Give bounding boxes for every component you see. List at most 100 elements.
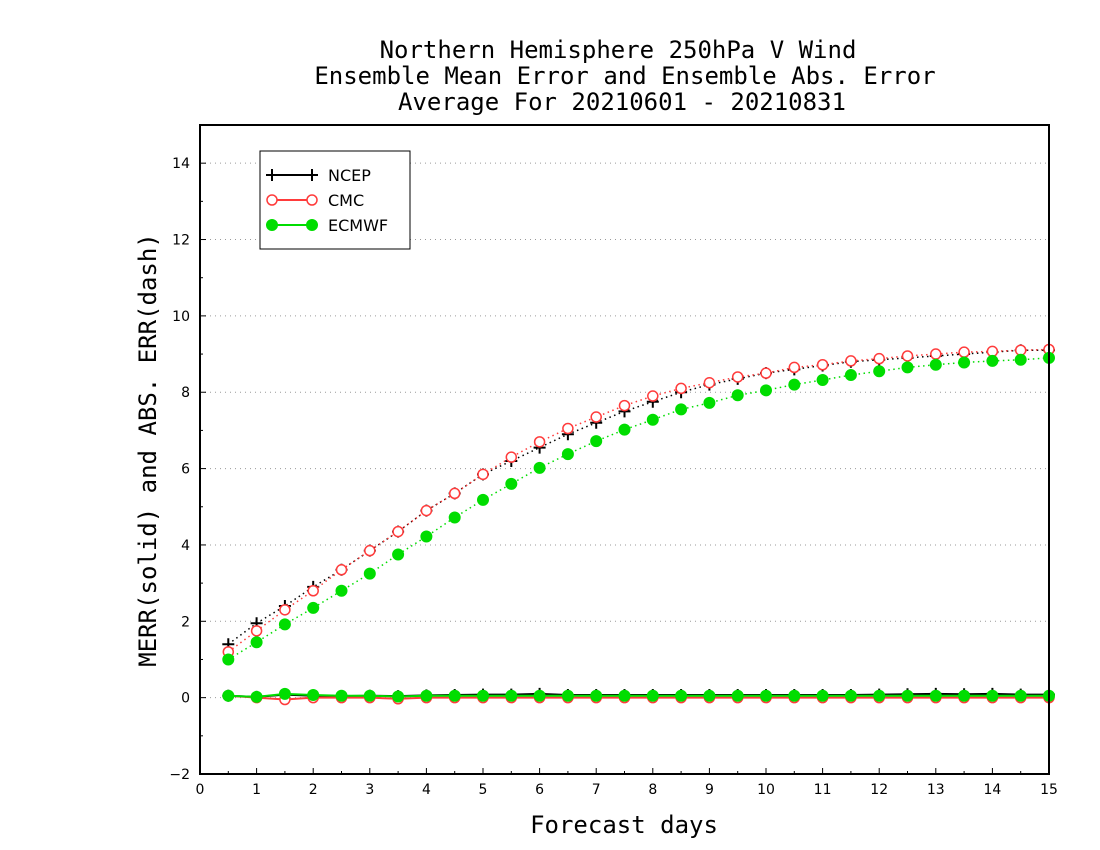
legend-marker-ncep xyxy=(266,169,278,181)
ecmwf-merr-point xyxy=(448,689,461,702)
ecmwf-merr-point xyxy=(222,689,235,702)
ecmwf-merr-point xyxy=(561,689,574,702)
x-tick-label: 8 xyxy=(648,782,657,798)
cmc-abs-err-point xyxy=(279,604,291,616)
series-ecmwf xyxy=(222,351,1055,703)
x-tick-label: 9 xyxy=(705,782,714,798)
ecmwf-abs-err-point xyxy=(533,461,546,474)
x-tick-label: 3 xyxy=(365,782,374,798)
y-axis: −2 0 2 4 6 8 10 12 14 xyxy=(169,156,206,783)
ecmwf-abs-err-point xyxy=(448,511,461,524)
legend-marker-cmc xyxy=(306,194,318,206)
ecmwf-abs-err-line xyxy=(227,357,1050,661)
cmc-abs-err-point xyxy=(986,345,999,358)
ecmwf-abs-err-point xyxy=(844,369,857,382)
ecmwf-merr-point xyxy=(505,689,518,702)
ecmwf-merr-point xyxy=(873,689,886,702)
ecmwf-abs-err-point xyxy=(505,477,518,490)
ecmwf-abs-err-point xyxy=(590,435,603,448)
ecmwf-merr-point xyxy=(533,689,546,702)
ecmwf-abs-err-point xyxy=(675,403,688,416)
legend-marker-ncep xyxy=(306,169,318,181)
y-tick-label: 2 xyxy=(181,614,190,630)
legend-label-ecmwf: ECMWF xyxy=(328,216,388,235)
ecmwf-merr-point xyxy=(986,689,999,702)
ecmwf-abs-err-point xyxy=(816,374,829,387)
x-tick-label: 14 xyxy=(983,782,1001,798)
ecmwf-merr-point xyxy=(618,689,631,702)
cmc-abs-err-point xyxy=(590,411,602,423)
ecmwf-merr-point xyxy=(307,688,320,701)
ecmwf-abs-err-point xyxy=(335,584,348,597)
ecmwf-merr-point xyxy=(363,689,376,702)
ecmwf-merr-point xyxy=(844,689,857,702)
cmc-abs-err-point xyxy=(505,451,518,463)
ecmwf-merr-point xyxy=(703,689,716,702)
legend-label-cmc: CMC xyxy=(328,191,364,210)
legend-label-ncep: NCEP xyxy=(328,166,371,185)
x-tick-label: 13 xyxy=(927,782,945,798)
x-tick-label: 7 xyxy=(592,782,601,798)
cmc-abs-err-point xyxy=(562,422,574,435)
legend-marker-ecmwf xyxy=(266,219,278,231)
cmc-abs-err-point xyxy=(250,625,263,637)
ecmwf-abs-err-point xyxy=(363,567,376,580)
cmc-abs-err-point xyxy=(477,468,489,481)
legend-marker-ecmwf xyxy=(306,219,318,231)
x-tick-label: 0 xyxy=(196,782,205,798)
ecmwf-merr-point xyxy=(816,689,829,702)
cmc-abs-err-point xyxy=(873,352,885,365)
ecmwf-abs-err-point xyxy=(222,653,235,666)
y-tick-label: −2 xyxy=(169,767,190,783)
y-tick-label: 8 xyxy=(181,385,190,401)
cmc-abs-err-line xyxy=(227,348,1050,653)
ecmwf-abs-err-point xyxy=(477,493,489,506)
ecmwf-merr-point xyxy=(760,689,772,702)
ecmwf-abs-err-point xyxy=(731,389,744,402)
cmc-abs-err-point xyxy=(703,376,716,389)
ecmwf-abs-err-point xyxy=(646,413,659,426)
cmc-abs-err-point xyxy=(307,585,319,597)
y-tick-label: 12 xyxy=(172,233,190,249)
ecmwf-merr-point xyxy=(901,689,914,702)
cmc-abs-err-point xyxy=(901,350,914,362)
cmc-abs-err-point xyxy=(816,358,829,371)
ecmwf-merr-point xyxy=(646,689,659,702)
legend-marker-cmc xyxy=(266,194,278,206)
ecmwf-abs-err-point xyxy=(278,618,291,631)
cmc-abs-err-point xyxy=(392,525,404,538)
x-tick-label: 10 xyxy=(757,782,775,798)
ecmwf-abs-err-point xyxy=(618,423,631,436)
y-tick-label: 0 xyxy=(181,691,190,707)
x-tick-label: 1 xyxy=(252,782,261,798)
cmc-abs-err-point xyxy=(420,504,433,517)
ecmwf-merr-point xyxy=(590,689,603,702)
cmc-abs-err-point xyxy=(788,361,801,374)
x-tick-label: 2 xyxy=(309,782,318,798)
ecmwf-merr-point xyxy=(278,687,291,700)
y-tick-label: 6 xyxy=(181,462,190,478)
cmc-abs-err-point xyxy=(364,544,376,557)
ecmwf-abs-err-point xyxy=(420,530,433,543)
ecmwf-abs-err-point xyxy=(958,356,971,369)
ecmwf-merr-point xyxy=(420,689,433,702)
legend: NCEP CMC ECMWF xyxy=(259,150,411,250)
series-cmc xyxy=(222,343,1055,706)
title-line-2: Ensemble Mean Error and Ensemble Abs. Er… xyxy=(314,62,935,90)
ecmwf-abs-err-point xyxy=(561,448,574,461)
cmc-abs-err-point xyxy=(1014,344,1027,356)
cmc-abs-err-point xyxy=(533,436,546,448)
x-tick-label: 15 xyxy=(1040,782,1058,798)
ecmwf-abs-err-point xyxy=(901,361,914,374)
ecmwf-merr-point xyxy=(788,689,801,702)
ecmwf-merr-point xyxy=(929,689,942,702)
cmc-abs-err-point xyxy=(335,564,348,576)
ecmwf-abs-err-point xyxy=(986,354,999,367)
cmc-abs-err-point xyxy=(448,487,461,500)
cmc-abs-err-point xyxy=(930,348,942,360)
ecmwf-abs-err-point xyxy=(760,384,772,397)
series-layer xyxy=(222,343,1055,706)
x-axis: 0 1 2 3 4 5 6 7 8 9 10 11 12 13 14 15 xyxy=(196,768,1058,798)
ecmwf-merr-point xyxy=(675,689,688,702)
